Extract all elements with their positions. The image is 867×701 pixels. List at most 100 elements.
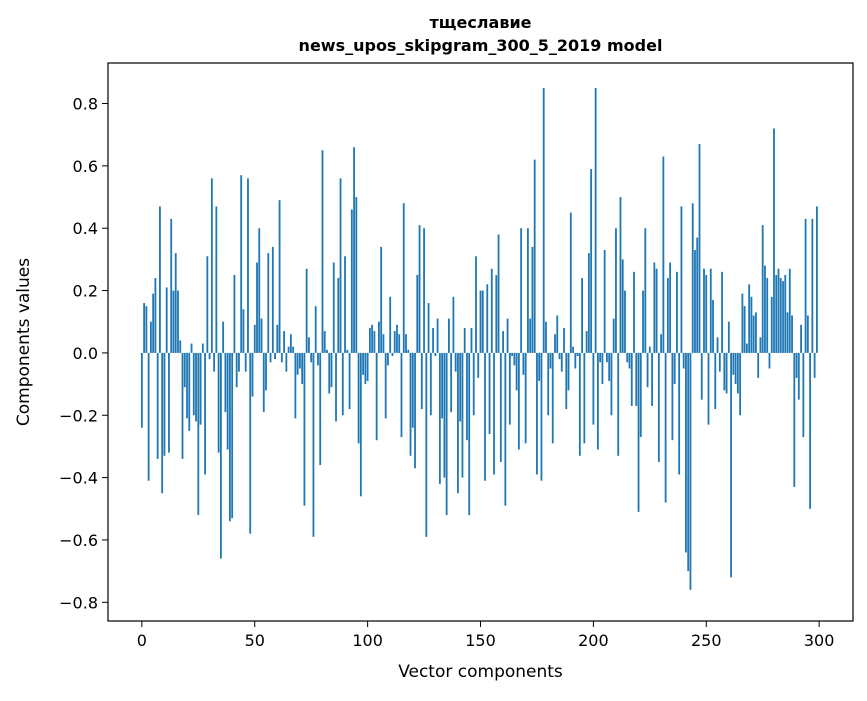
- bar: [581, 278, 583, 353]
- bar: [644, 228, 647, 353]
- bar: [784, 274, 787, 353]
- bar: [186, 352, 188, 419]
- x-axis: 0 50 100 150 200 250 300: [137, 621, 834, 650]
- bar: [777, 268, 780, 353]
- bar: [662, 156, 665, 353]
- bar: [344, 256, 346, 353]
- bar: [217, 352, 220, 453]
- bar: [603, 250, 606, 353]
- bar: [673, 352, 676, 385]
- bar: [560, 352, 563, 372]
- bar: [233, 274, 236, 353]
- bar: [285, 352, 288, 372]
- bar: [389, 296, 392, 353]
- bar: [533, 159, 536, 353]
- bar: [321, 150, 324, 353]
- bar: [310, 352, 313, 363]
- bar: [405, 334, 407, 353]
- bar: [723, 352, 726, 391]
- bar: [163, 352, 166, 456]
- bar: [210, 178, 213, 353]
- bar: [425, 352, 428, 537]
- bar: [454, 352, 457, 372]
- bar: [685, 352, 687, 553]
- bar: [411, 352, 414, 428]
- bar: [197, 352, 200, 516]
- bar: [813, 352, 816, 378]
- bar: [229, 352, 231, 522]
- bar: [159, 206, 161, 353]
- bar: [438, 352, 441, 484]
- bar: [596, 352, 599, 450]
- bar: [396, 324, 398, 353]
- bar: [671, 352, 674, 441]
- bar: [572, 346, 574, 353]
- bar: [470, 327, 473, 353]
- bar: [499, 352, 502, 463]
- bar: [770, 296, 773, 353]
- bar: [450, 352, 453, 413]
- bar: [463, 327, 466, 353]
- bar: [423, 228, 425, 353]
- bar: [624, 290, 626, 353]
- bar: [348, 352, 351, 410]
- bar: [745, 343, 748, 353]
- bar: [317, 352, 319, 366]
- bar: [156, 352, 159, 459]
- bar: [721, 271, 723, 353]
- bar: [244, 352, 247, 372]
- bar: [346, 349, 349, 353]
- bar: [152, 293, 155, 353]
- bar: [303, 352, 306, 506]
- bar: [809, 352, 812, 509]
- bar: [154, 278, 157, 353]
- bar: [700, 352, 703, 400]
- bar: [181, 352, 184, 459]
- bar: [612, 318, 615, 353]
- bar: [800, 324, 802, 353]
- bar: [172, 290, 175, 353]
- bar: [786, 312, 789, 353]
- bar: [759, 337, 762, 353]
- bar: [468, 352, 471, 516]
- bar: [335, 352, 337, 422]
- bar: [457, 352, 459, 494]
- bar: [432, 327, 434, 353]
- bar: [520, 228, 523, 353]
- x-tick-label: 200: [578, 631, 609, 650]
- bar: [289, 334, 292, 353]
- bar: [545, 321, 547, 353]
- bar: [339, 178, 342, 353]
- bar: [628, 352, 631, 369]
- bar: [599, 352, 602, 363]
- bar: [174, 253, 177, 353]
- x-tick-label: 250: [691, 631, 722, 650]
- chart-subtitle: news_upos_skipgram_300_5_2019 model: [299, 36, 663, 55]
- bar: [639, 352, 642, 438]
- bar: [238, 352, 240, 372]
- bar: [508, 352, 511, 425]
- bar: [461, 352, 464, 478]
- bar: [502, 331, 504, 353]
- bar: [271, 246, 274, 353]
- bar: [479, 290, 482, 353]
- bar: [517, 352, 520, 450]
- bar: [739, 352, 742, 416]
- y-axis: −0.8 −0.6 −0.4 −0.2 0.0 0.2 0.4 0.6 0.8: [59, 95, 108, 612]
- bar: [475, 256, 477, 353]
- bar: [292, 346, 295, 353]
- bar: [815, 206, 818, 353]
- bar: [366, 352, 369, 381]
- bar: [556, 315, 559, 353]
- bar: [610, 352, 613, 416]
- bar: [522, 352, 525, 375]
- bar: [353, 147, 355, 353]
- bar: [429, 352, 432, 416]
- bar: [201, 343, 204, 353]
- bar: [278, 200, 281, 353]
- bar: [698, 144, 701, 353]
- bar: [538, 352, 541, 381]
- bar: [165, 287, 168, 353]
